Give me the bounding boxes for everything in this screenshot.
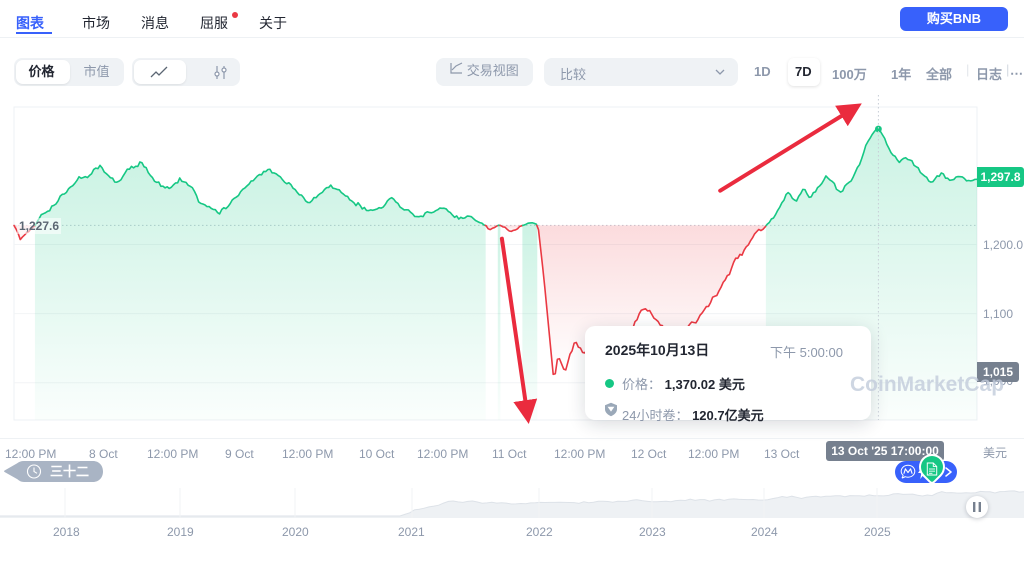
- svg-text:三十二: 三十二: [50, 464, 89, 479]
